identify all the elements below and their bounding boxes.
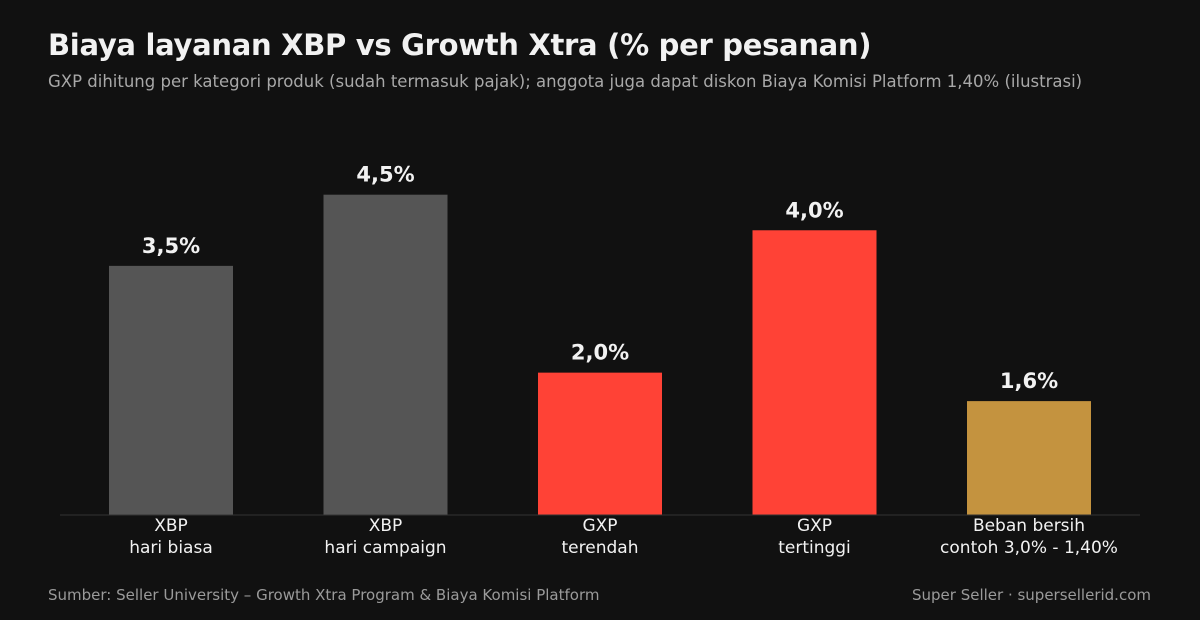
category-label-0-1: hari biasa bbox=[129, 538, 213, 558]
category-label-4-1: contoh 3,0% - 1,40% bbox=[940, 538, 1118, 558]
category-label-4-0: Beban bersih bbox=[973, 516, 1085, 536]
bar-4 bbox=[967, 401, 1091, 515]
category-label-0-0: XBP bbox=[154, 516, 188, 536]
value-label-3: 4,0% bbox=[785, 198, 843, 222]
chart-title: Biaya layanan XBP vs Growth Xtra (% per … bbox=[48, 28, 872, 62]
bar-1 bbox=[323, 194, 448, 515]
category-label-2-0: GXP bbox=[582, 516, 617, 536]
chart-subtitle: GXP dihitung per kategori produk (sudah … bbox=[48, 72, 1083, 91]
category-label-1-1: hari campaign bbox=[324, 538, 446, 558]
brand-credit: Super Seller · supersellerid.com bbox=[911, 586, 1151, 604]
category-label-1-0: XBP bbox=[369, 516, 403, 536]
value-label-1: 4,5% bbox=[356, 163, 414, 187]
bar-0 bbox=[109, 265, 233, 515]
value-label-4: 1,6% bbox=[1000, 369, 1058, 393]
category-label-3-1: tertinggi bbox=[778, 538, 851, 558]
bar-2 bbox=[538, 372, 662, 515]
bar-3 bbox=[752, 230, 877, 516]
value-label-0: 3,5% bbox=[142, 234, 200, 258]
category-label-3-0: GXP bbox=[797, 516, 832, 536]
source-note: Sumber: Seller University – Growth Xtra … bbox=[48, 586, 600, 604]
category-label-2-1: terendah bbox=[562, 538, 639, 558]
value-label-2: 2,0% bbox=[571, 341, 629, 365]
